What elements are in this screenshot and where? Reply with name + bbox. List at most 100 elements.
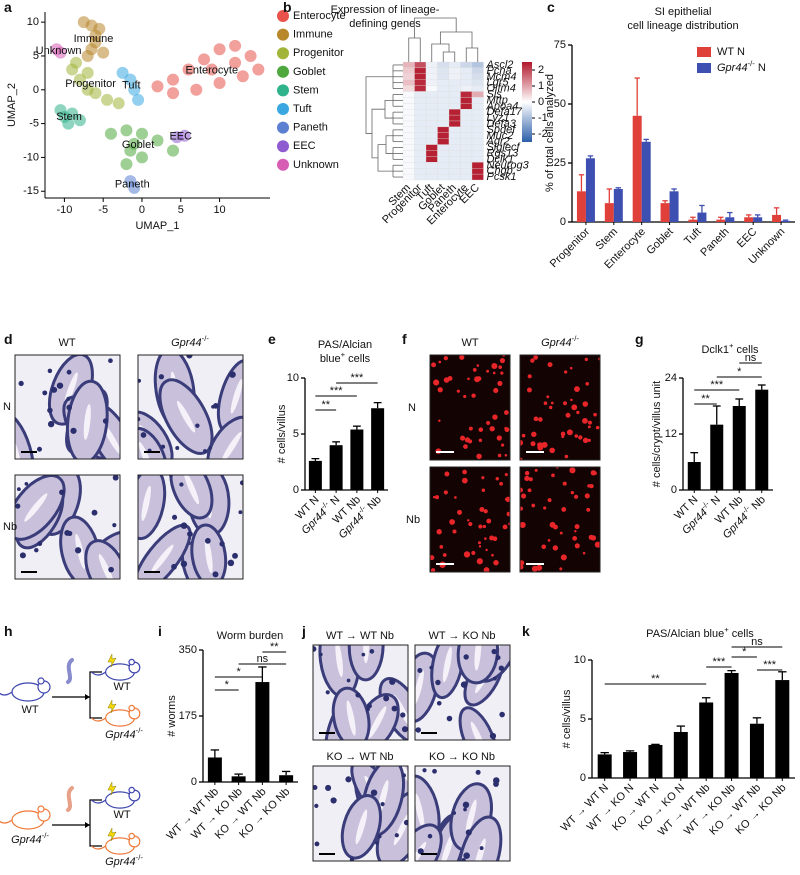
stained-cell — [582, 401, 589, 407]
goblet-cell — [355, 692, 361, 698]
goblet-cell — [389, 678, 396, 685]
colorbar — [522, 62, 532, 142]
worm — [66, 658, 74, 684]
stained-cell — [485, 548, 488, 552]
goblet-cell — [380, 802, 385, 807]
lumen — [440, 833, 454, 861]
heatmap-cell — [437, 168, 450, 175]
heatmap-cell — [460, 67, 473, 74]
stained-cell — [551, 473, 555, 478]
stained-cell — [430, 568, 436, 572]
y-axis-label: # cells/crypt/villus unit — [651, 381, 663, 487]
point — [120, 124, 133, 137]
tile-title: KO → KO Nb — [429, 751, 495, 763]
stained-cell — [593, 471, 597, 475]
goblet-cell — [204, 537, 211, 544]
stained-cell — [566, 429, 573, 436]
bar — [725, 217, 735, 222]
dendrogram — [465, 47, 479, 62]
stained-cell — [569, 467, 576, 474]
y-tick-label: 0 — [671, 484, 677, 496]
goblet-cell — [229, 371, 236, 378]
lumen — [83, 404, 91, 440]
stained-cell — [560, 554, 567, 561]
heatmap-cell — [460, 144, 473, 151]
heatmap-cell — [425, 109, 438, 116]
heatmap-cell — [448, 156, 461, 163]
heatmap-cell — [402, 67, 415, 74]
heatmap-cell — [460, 91, 473, 98]
heatmap-cell — [460, 61, 473, 69]
point — [104, 127, 117, 140]
legend-marker — [277, 103, 289, 115]
stained-cell — [521, 433, 526, 438]
dendrogram — [408, 37, 421, 62]
point — [167, 144, 180, 157]
stained-cell — [530, 358, 535, 363]
stained-cell — [504, 473, 508, 477]
bar — [623, 752, 638, 778]
heatmap-cell — [425, 73, 438, 80]
goblet-cell — [499, 711, 505, 718]
cluster-label: Enterocyte — [186, 65, 239, 77]
point — [128, 83, 141, 96]
heatmap-cell — [448, 173, 461, 181]
mouse-ear — [128, 704, 136, 712]
goblet-cell — [370, 789, 378, 796]
goblet-cell — [377, 834, 382, 839]
micrograph — [520, 355, 600, 460]
stained-cell — [460, 435, 466, 441]
heatmap-cell — [448, 162, 461, 169]
y-tick-label: 5 — [33, 50, 39, 62]
heatmap-cell — [414, 156, 427, 163]
point — [167, 73, 180, 86]
point — [54, 46, 67, 59]
mouse-tail — [0, 691, 13, 696]
heatmap-cell — [425, 79, 438, 86]
stained-cell — [541, 441, 548, 448]
point — [112, 97, 125, 110]
mouse-tail — [91, 845, 106, 850]
point — [229, 39, 242, 52]
heatmap-cell — [471, 156, 484, 163]
stained-cell — [563, 401, 567, 406]
stained-cell — [520, 487, 524, 493]
y-tick-label: 10 — [27, 16, 39, 28]
heatmap-cell — [471, 173, 484, 181]
goblet-cell — [415, 727, 421, 733]
goblet-cell — [180, 560, 188, 568]
x-tick-label: 5 — [178, 204, 184, 216]
stained-cell — [574, 386, 580, 392]
column-label: WT — [461, 337, 478, 349]
legend-label: Immune — [293, 29, 333, 41]
goblet-cell — [18, 380, 24, 387]
heatmap-cell — [425, 132, 438, 139]
goblet-cell — [74, 547, 82, 554]
stained-cell — [526, 387, 532, 393]
point — [101, 93, 114, 106]
goblet-cell — [34, 547, 39, 553]
dendrogram — [385, 135, 393, 154]
goblet-cell — [429, 665, 434, 670]
lumen — [465, 799, 477, 835]
colorbar-tick-label: 2 — [538, 64, 544, 76]
goblet-cell — [238, 510, 243, 515]
stained-cell — [533, 416, 539, 422]
heatmap-cell — [437, 103, 450, 110]
goblet-cell — [108, 358, 113, 364]
heatmap-cell — [414, 97, 427, 104]
heatmap-cell — [414, 126, 427, 133]
lumen — [346, 700, 356, 736]
stained-cell — [491, 553, 494, 557]
stained-cell — [500, 371, 504, 375]
stained-cell — [587, 438, 591, 443]
goblet-cell — [491, 648, 497, 655]
bar — [329, 445, 343, 490]
stained-cell — [476, 376, 482, 381]
legend-label: EEC — [293, 140, 316, 152]
stained-cell — [574, 434, 579, 438]
stained-cell — [477, 541, 481, 545]
stained-cell — [482, 524, 487, 529]
stained-cell — [433, 379, 440, 386]
heatmap-cell — [471, 120, 484, 128]
